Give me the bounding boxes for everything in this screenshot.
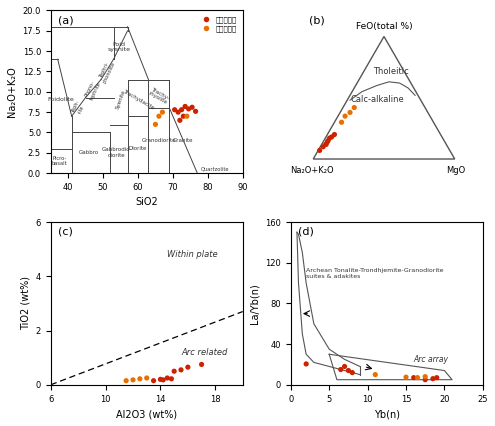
Point [159,377,167,383]
Text: Granodiorite: Granodiorite [142,138,176,143]
Text: Teph-
rite: Teph- rite [71,100,86,116]
Point [341,363,348,370]
Text: Phono-
tephrite: Phono- tephrite [84,79,101,101]
Text: Arc related: Arc related [181,348,227,357]
Text: Quartzolite: Quartzolite [200,167,229,172]
Y-axis label: Na₂O+K₂O: Na₂O+K₂O [7,66,17,117]
Text: Syenite: Syenite [115,89,126,110]
Legend: 원주화강암, 원시화강암: 원주화강암, 원시화강암 [197,14,239,35]
Point [163,374,171,381]
Text: Gabbrodio-
diorite: Gabbrodio- diorite [101,147,133,158]
Point [350,104,358,111]
Text: (d): (d) [298,227,314,237]
Point [413,374,421,381]
Point [371,371,379,378]
Point [177,366,185,373]
Point [179,113,187,120]
Text: Arc array: Arc array [414,355,448,364]
Point [348,369,356,376]
Point [323,138,331,145]
Point [322,141,330,148]
Point [198,361,205,368]
Point [302,360,310,367]
Text: (b): (b) [309,15,324,25]
Point [184,364,192,371]
Point [136,375,144,382]
Text: (c): (c) [58,227,73,237]
Text: Granite: Granite [173,138,194,143]
Point [345,367,352,374]
Text: Tephri-
phonolite: Tephri- phonolite [97,59,116,84]
Y-axis label: La/Yb(n): La/Yb(n) [249,283,260,324]
Point [178,106,186,113]
Text: MgO: MgO [446,166,466,175]
Point [188,104,196,111]
Text: Foidolite: Foidolite [48,98,75,102]
Text: Trachydacite: Trachydacite [122,89,154,111]
Point [185,106,193,112]
Point [176,117,184,124]
Point [183,113,191,120]
Point [170,368,178,374]
Point [421,376,429,383]
Text: Picro-
basalt: Picro- basalt [51,155,67,167]
Point [155,113,163,120]
Text: Tholeitic: Tholeitic [373,67,409,76]
Text: Archean Tonalite-Trondhjemite-Granodiorite
suites & adakites: Archean Tonalite-Trondhjemite-Granodiori… [306,268,444,279]
Point [167,375,175,382]
Text: Calc-alkaline: Calc-alkaline [350,95,404,104]
Point [337,366,345,373]
Point [326,135,334,141]
Point [429,375,437,382]
Point [316,147,324,154]
Text: FeO(total %): FeO(total %) [356,22,412,31]
Point [338,119,346,126]
Point [328,134,336,141]
Point [324,137,332,144]
X-axis label: Al2O3 (wt%): Al2O3 (wt%) [116,409,177,419]
Point [433,374,441,381]
Point [171,106,179,113]
X-axis label: SiO2: SiO2 [135,197,158,207]
Point [319,144,327,150]
Point [181,103,189,110]
Text: Within plate: Within plate [167,250,218,259]
Point [192,108,199,115]
Point [402,374,410,380]
Text: (a): (a) [58,15,74,25]
Text: Trachy-
rhyolite: Trachy- rhyolite [147,86,171,106]
Text: Foid
syenite: Foid syenite [107,42,130,52]
Point [149,377,157,384]
Text: Na₂O+K₂O: Na₂O+K₂O [290,166,334,175]
Text: Diorite: Diorite [129,146,147,151]
Y-axis label: TiO2 (wt%): TiO2 (wt%) [20,276,30,331]
Point [156,376,164,383]
Point [151,121,159,128]
X-axis label: Yb(n): Yb(n) [374,409,400,419]
Point [158,109,166,115]
Point [143,374,150,381]
Point [346,109,354,116]
Point [331,131,339,138]
Point [122,377,130,384]
Text: Gabbro: Gabbro [79,150,99,155]
Point [421,373,429,380]
Point [410,374,418,381]
Point [174,109,182,115]
Point [322,141,330,148]
Point [341,113,349,120]
Point [129,377,137,383]
